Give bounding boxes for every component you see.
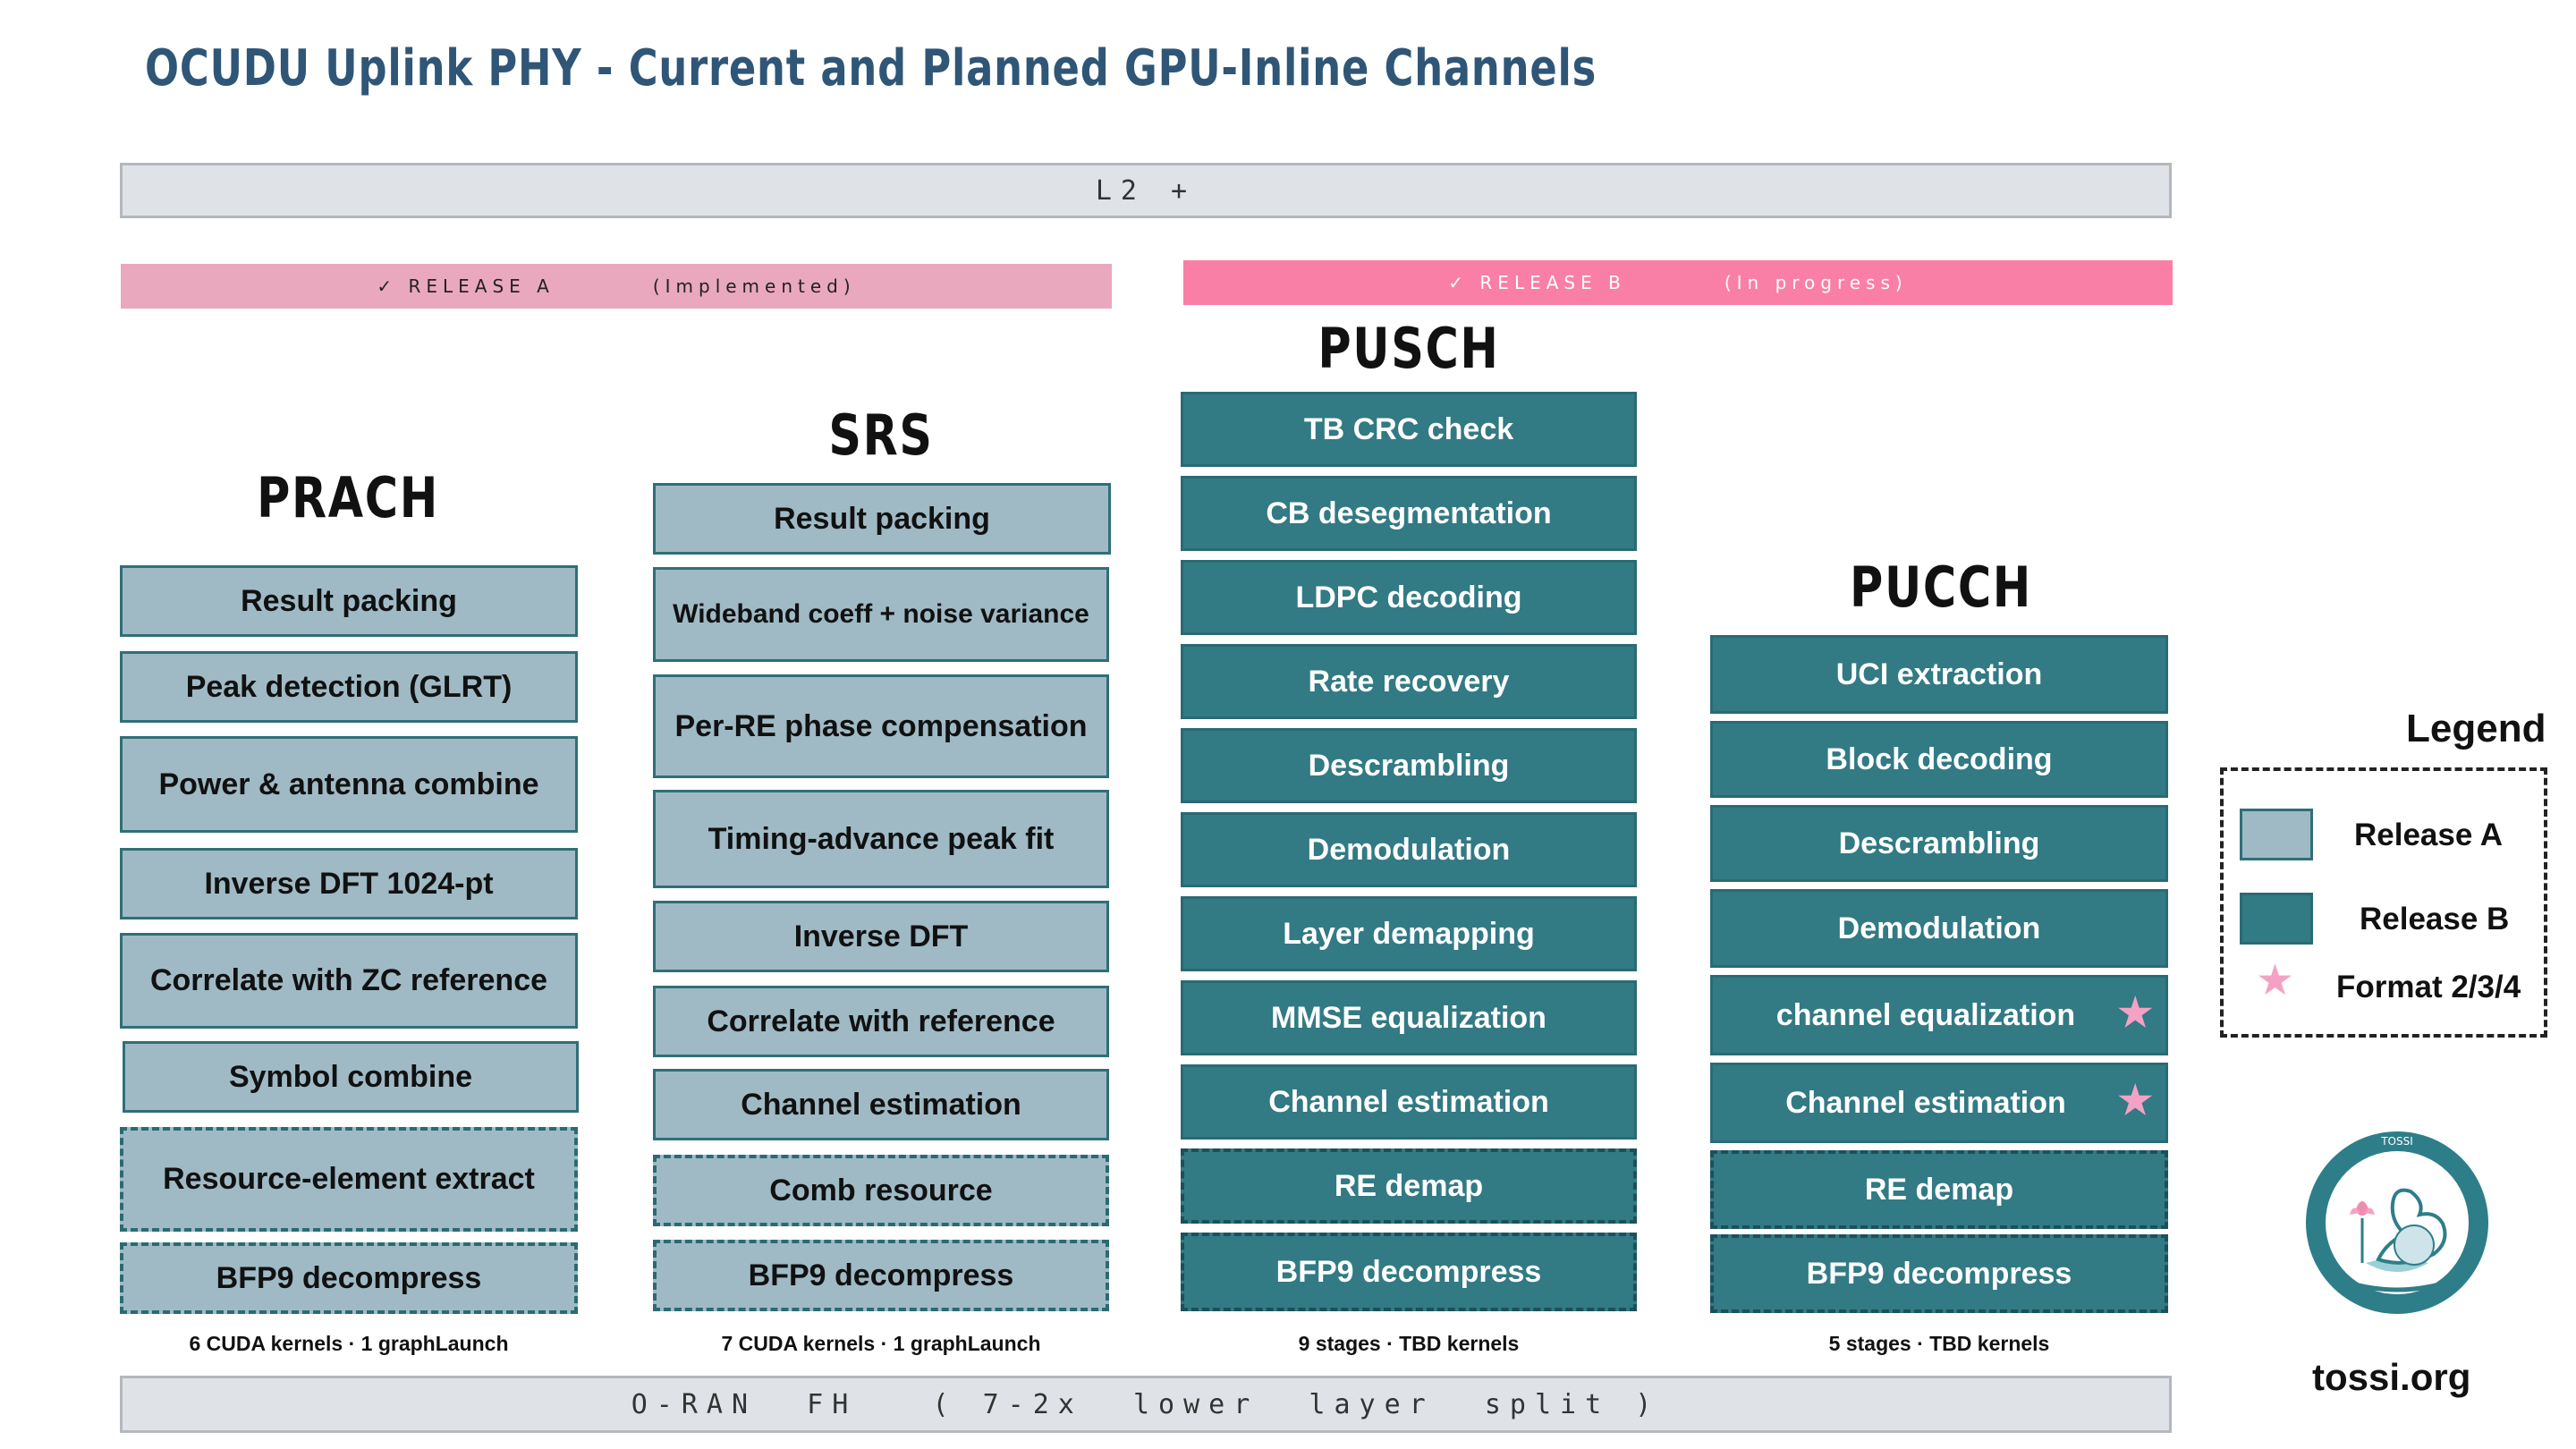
- legend: Release A Release B ★ Format 2/3/4: [2220, 767, 2547, 1038]
- pusch-footer: 9 stages · TBD kernels: [1298, 1332, 1520, 1355]
- pusch-block: TB CRC check: [1181, 392, 1637, 467]
- star-icon: ★: [2117, 990, 2153, 1035]
- logo-site-text: tossi.org: [2312, 1356, 2471, 1398]
- legend-label-release-b: Release B: [2360, 902, 2510, 936]
- srs-block: BFP9 decompress: [653, 1240, 1109, 1311]
- pusch-block: LDPC decoding: [1181, 560, 1637, 635]
- prach-footer: 6 CUDA kernels · 1 graphLaunch: [189, 1332, 509, 1355]
- pucch-block: UCI extraction: [1710, 635, 2168, 714]
- release-a-status: (Implemented): [652, 275, 856, 297]
- srs-title: SRS: [828, 402, 934, 468]
- star-icon: ★: [2117, 1078, 2153, 1123]
- prach-block: Result packing: [120, 565, 578, 637]
- pucch-block-starred: channel equalization ★: [1710, 975, 2168, 1055]
- release-b-banner: ✓ RELEASE B (In progress): [1183, 260, 2173, 305]
- pucch-block: Block decoding: [1710, 721, 2168, 798]
- prach-block: Peak detection (GLRT): [120, 651, 578, 723]
- srs-block: Channel estimation: [653, 1069, 1109, 1140]
- legend-swatch-release-a: [2240, 809, 2313, 860]
- legend-swatch-release-b: [2240, 893, 2313, 945]
- pucch-block-starred: Channel estimation ★: [1710, 1063, 2168, 1143]
- pusch-block: BFP9 decompress: [1181, 1233, 1637, 1311]
- prach-block: Correlate with ZC reference: [120, 933, 578, 1029]
- page-title: OCUDU Uplink PHY - Current and Planned G…: [145, 39, 1597, 97]
- srs-block: Result packing: [653, 483, 1111, 555]
- oran-fh-bar: O-RAN FH ( 7-2x lower layer split ): [120, 1376, 2172, 1433]
- pucch-block-label: channel equalization: [1775, 997, 2076, 1032]
- legend-title: Legend: [2406, 707, 2546, 750]
- pusch-block: Descrambling: [1181, 728, 1637, 803]
- srs-block: Timing-advance peak fit: [653, 790, 1109, 888]
- srs-block: Correlate with reference: [653, 986, 1109, 1057]
- prach-block: Power & antenna combine: [120, 736, 578, 833]
- pucch-footer: 5 stages · TBD kernels: [1828, 1332, 2050, 1355]
- srs-footer: 7 CUDA kernels · 1 graphLaunch: [721, 1332, 1041, 1355]
- pusch-block: RE demap: [1181, 1148, 1637, 1224]
- legend-label-release-a: Release A: [2354, 818, 2504, 852]
- srs-block: Inverse DFT: [653, 901, 1109, 972]
- pusch-title: PUSCH: [1318, 316, 1500, 381]
- legend-label-format: Format 2/3/4: [2336, 970, 2521, 1004]
- release-b-status: (In progress): [1724, 272, 1908, 293]
- pusch-block: Demodulation: [1181, 812, 1637, 887]
- pusch-block: CB desegmentation: [1181, 476, 1637, 551]
- release-a-banner: ✓ RELEASE A (Implemented): [121, 264, 1112, 309]
- pucch-block: Demodulation: [1710, 889, 2168, 968]
- srs-block: Comb resource: [653, 1155, 1109, 1226]
- srs-block: Wideband coeff + noise variance: [653, 567, 1109, 662]
- srs-block: Per-RE phase compensation: [653, 674, 1109, 778]
- pucch-block: BFP9 decompress: [1710, 1234, 2168, 1313]
- prach-block: Symbol combine: [123, 1041, 579, 1113]
- pucch-title: PUCCH: [1850, 555, 2032, 620]
- prach-block: Resource-element extract: [120, 1127, 578, 1232]
- prach-block: Inverse DFT 1024-pt: [120, 848, 578, 919]
- release-b-label: ✓ RELEASE B: [1448, 272, 1626, 293]
- prach-block: BFP9 decompress: [120, 1242, 578, 1314]
- pucch-block-label: Channel estimation: [1785, 1085, 2066, 1120]
- pusch-block: Rate recovery: [1181, 644, 1637, 719]
- pusch-block: Channel estimation: [1181, 1064, 1637, 1140]
- prach-title: PRACH: [257, 465, 439, 530]
- pusch-block: Layer demapping: [1181, 896, 1637, 971]
- pucch-block: Descrambling: [1710, 805, 2168, 882]
- tossi-logo: TOSSI: [2306, 1131, 2488, 1314]
- l2-bar: L2 +: [120, 163, 2172, 218]
- logo-ring-text: TOSSI: [2380, 1135, 2413, 1148]
- pusch-block: MMSE equalization: [1181, 980, 1637, 1055]
- pucch-block: RE demap: [1710, 1150, 2168, 1229]
- release-a-label: ✓ RELEASE A: [377, 275, 555, 297]
- star-icon: ★: [2256, 955, 2295, 1005]
